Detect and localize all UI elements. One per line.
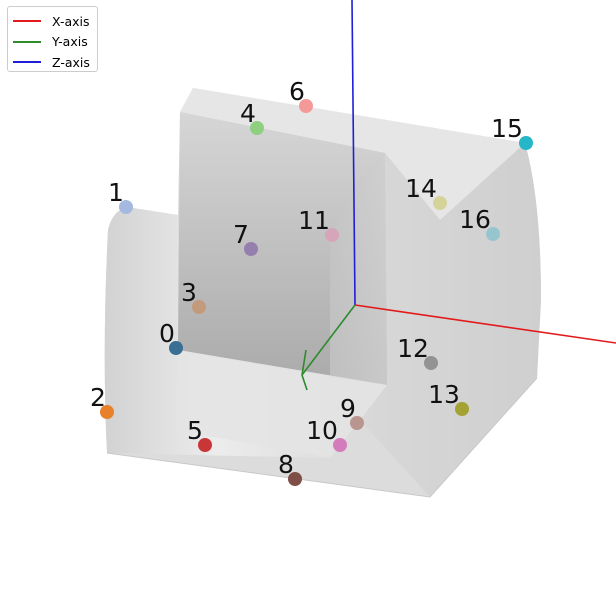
keypoint-7-label: 7 <box>233 220 249 249</box>
keypoint-9-marker <box>350 416 364 430</box>
keypoint-3-label: 3 <box>181 278 197 307</box>
keypoint-8-label: 8 <box>278 450 294 479</box>
keypoint-16-label: 16 <box>459 205 491 234</box>
keypoint-5-marker <box>198 438 212 452</box>
legend-item-x-axis: X-axis <box>13 11 97 32</box>
y-axis-line <box>301 304 356 376</box>
keypoint-2-marker <box>100 405 114 419</box>
legend-label-z: Z-axis <box>52 54 90 70</box>
mesh-top-face <box>180 88 525 220</box>
keypoint-13-marker <box>455 402 469 416</box>
keypoint-15-marker <box>519 136 533 150</box>
keypoint-0-label: 0 <box>159 319 175 348</box>
legend-swatch-y <box>13 40 41 43</box>
legend: X-axis Y-axis Z-axis <box>7 6 98 72</box>
keypoint-12-label: 12 <box>397 334 429 363</box>
keypoint-4-label: 4 <box>240 99 256 128</box>
keypoint-6-label: 6 <box>289 77 305 106</box>
keypoint-11-label: 11 <box>298 206 330 235</box>
legend-swatch-x <box>13 20 41 23</box>
keypoint-3-marker <box>192 300 206 314</box>
axes <box>301 0 616 391</box>
keypoint-5-label: 5 <box>187 416 203 445</box>
x-axis-line <box>354 304 616 344</box>
keypoint-7-marker <box>244 242 258 256</box>
keypoint-14-label: 14 <box>405 174 437 203</box>
mesh-floor-face <box>175 350 387 458</box>
keypoint-8-marker <box>288 472 302 486</box>
keypoint-10-marker <box>333 438 347 452</box>
z-axis-line <box>351 0 356 306</box>
legend-swatch-z <box>13 61 41 64</box>
y-axis-arrow <box>301 349 308 391</box>
keypoint-1-label: 1 <box>108 178 124 207</box>
keypoint-16-marker <box>486 227 500 241</box>
keypoint-15-label: 15 <box>491 114 523 143</box>
keypoint-14-marker <box>433 196 447 210</box>
keypoint-11-marker <box>325 228 339 242</box>
keypoint-10-label: 10 <box>306 416 338 445</box>
legend-label-y: Y-axis <box>52 34 88 50</box>
keypoint-9-label: 9 <box>340 394 356 423</box>
keypoint-1-marker <box>119 200 133 214</box>
keypoint-13-label: 13 <box>428 380 460 409</box>
keypoint-4-marker <box>250 121 264 135</box>
mesh-bottom-edge <box>106 377 538 498</box>
legend-item-y-axis: Y-axis <box>13 32 97 53</box>
keypoint-12-marker <box>424 356 438 370</box>
legend-item-z-axis: Z-axis <box>13 52 97 73</box>
legend-label-x: X-axis <box>52 13 90 29</box>
keypoint-0-marker <box>169 341 183 355</box>
keypoint-2-label: 2 <box>90 383 106 412</box>
keypoint-6-marker <box>299 99 313 113</box>
mesh-inner-side-wall <box>330 153 387 385</box>
